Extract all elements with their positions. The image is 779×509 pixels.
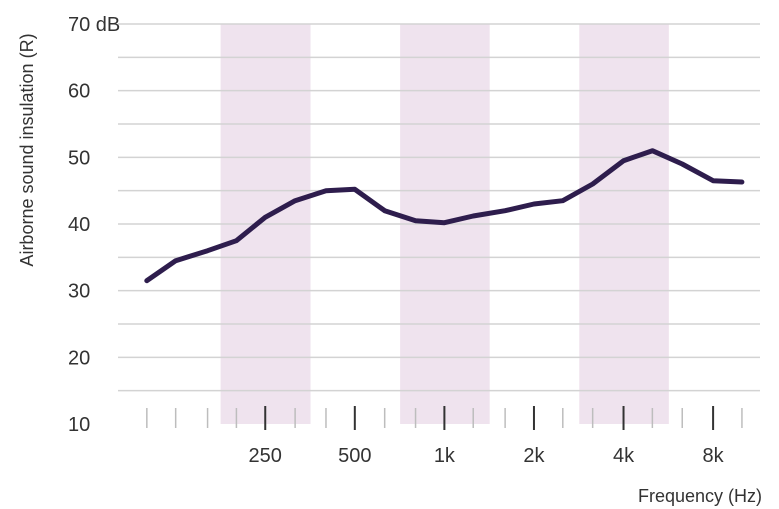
x-tick-label: 250: [249, 445, 282, 467]
series-line: [144, 148, 745, 284]
y-tick-label: 70 dB: [68, 14, 120, 36]
y-tick-label: 60: [68, 81, 90, 103]
y-tick-label: 30: [68, 281, 90, 303]
major-ticks: [264, 406, 715, 430]
x-axis-title: Frequency (Hz): [638, 486, 762, 506]
x-tick-labels: 250 500 1k 2k 4k 8k: [249, 445, 725, 467]
x-tick-label: 4k: [613, 445, 635, 467]
y-tick-label: 10: [68, 414, 90, 436]
y-tick-label: 20: [68, 347, 90, 369]
gridlines: [118, 23, 760, 392]
x-tick-label: 8k: [703, 445, 725, 467]
x-tick-label: 1k: [434, 445, 456, 467]
x-tick-label: 500: [338, 445, 371, 467]
x-tick-label: 2k: [523, 445, 545, 467]
y-tick-label: 50: [68, 147, 90, 169]
y-axis-title: Airborne sound insulation (R): [17, 33, 37, 266]
y-tick-label: 40: [68, 214, 90, 236]
y-tick-labels: 10 20 30 40 50 60 70 dB: [68, 14, 120, 436]
